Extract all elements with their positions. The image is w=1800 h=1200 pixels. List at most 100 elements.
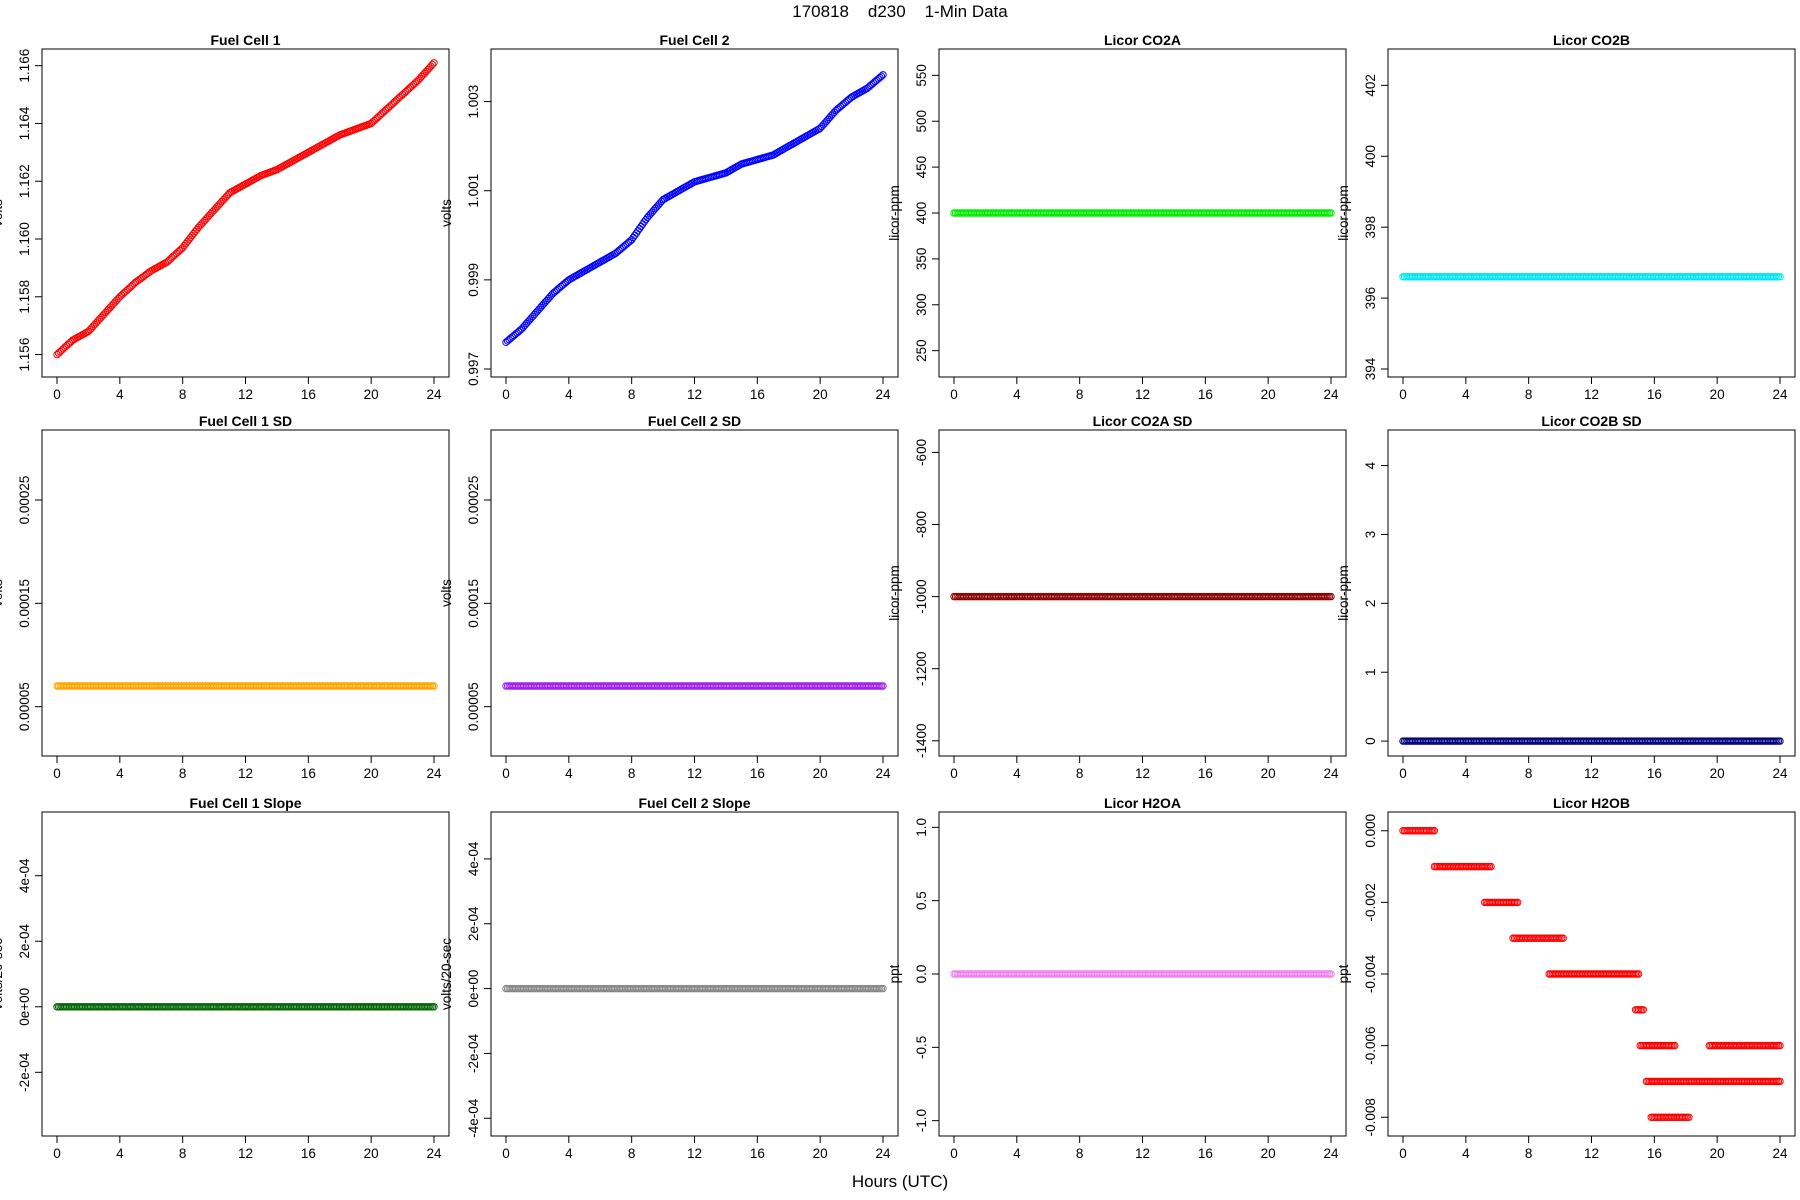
panel-8-ytick-label: 4 [1363,461,1378,469]
panel-7-xtick-label: 4 [1013,766,1021,781]
data-point [1327,970,1335,978]
panel-3-ytick-label: 350 [914,248,929,271]
panel-10-xtick-label: 0 [502,1146,510,1161]
panel-12-xtick-label: 20 [1710,1146,1725,1161]
panel-5-xtick-label: 12 [238,766,253,781]
panel-4-xtick-label: 8 [1525,387,1533,402]
panel-7-ytick-label: -1400 [914,724,929,759]
panel-8-xtick-label: 0 [1399,766,1407,781]
panel-7-ylabel: licor-ppm [887,565,902,621]
panel-3-ytick-label: 400 [914,202,929,225]
panel-12-series-6 [1631,1006,1648,1014]
panel-1-ytick-label: 1.156 [17,338,32,372]
panel-2-ylabel: volts [439,199,454,227]
panel-6: Fuel Cell 2 SD volts 0 4 8 12 16 20 24 0.00005 0.0… [439,413,899,781]
panel-1-xtick-label: 4 [116,387,124,402]
panel-12-xtick-label: 0 [1399,1146,1407,1161]
panel-6-ytick-label: 0.00015 [466,579,481,628]
panel-4-ytick-label: 396 [1363,287,1378,310]
panel-11-ytick-label: 1.0 [914,818,929,837]
panel-6-xtick-label: 16 [750,766,765,781]
panel-8-title: Licor CO2B SD [1541,413,1641,429]
panel-10-xtick-label: 24 [875,1146,891,1161]
panel-7-series-1 [950,592,1335,601]
panel-11-title: Licor H2OA [1104,795,1181,811]
panel-3-ytick-label: 550 [914,64,929,87]
panel-8-xtick-label: 12 [1584,766,1599,781]
panel-8-ytick-label: 3 [1363,531,1378,539]
data-point [1776,273,1784,281]
panel-6-ytick-label: 0.00025 [466,476,481,525]
panel-2-xtick-label: 12 [687,387,702,402]
panel-11-xtick-label: 20 [1261,1146,1276,1161]
panel-11-xtick-label: 4 [1013,1146,1021,1161]
panel-3-series-1 [950,209,1335,217]
panel-8-ytick-label: 1 [1363,668,1378,676]
panel-1-xtick-label: 8 [179,387,187,402]
panel-12: Licor H2OB ppt 0 4 8 12 16 20 24 -0.008 -0.006 -0.0… [1336,795,1796,1161]
panel-3: Licor CO2A licor-ppm 0 4 8 12 16 20 24 250 300 350 4… [887,32,1347,402]
panel-8-xtick-label: 16 [1647,766,1662,781]
panel-6-xtick-label: 12 [687,766,702,781]
panel-1-series-1 [53,59,438,359]
panel-11-xtick-label: 0 [950,1146,958,1161]
panel-12-title: Licor H2OB [1553,795,1630,811]
panel-1-ytick-label: 1.158 [17,280,32,314]
panel-1: Fuel Cell 1 volts 0 4 8 12 16 20 24 1.156 1.158 1.1… [0,32,450,402]
panel-7-xtick-label: 16 [1198,766,1213,781]
panel-7-xtick-label: 20 [1261,766,1276,781]
panel-3-ytick-label: 300 [914,293,929,316]
panel-11-xtick-label: 24 [1323,1146,1339,1161]
panel-8-xtick-label: 8 [1525,766,1533,781]
panel-5-title: Fuel Cell 1 SD [199,413,292,429]
panel-1-frame [41,48,450,378]
panel-12-series-7 [1636,1041,1679,1050]
panel-12-ytick-label: -0.004 [1363,954,1378,993]
panel-1-ylabel: volts [0,199,5,227]
panel-10-title: Fuel Cell 2 Slope [638,795,750,811]
data-point [428,60,437,69]
panel-8-xtick-label: 24 [1772,766,1788,781]
panel-3-xtick-label: 20 [1261,387,1276,402]
panel-10-xtick-label: 12 [687,1146,702,1161]
panel-1-ytick-label: 1.164 [17,106,32,140]
panel-5-xtick-label: 4 [116,766,124,781]
panel-1-xtick-label: 16 [301,387,316,402]
panel-10-series-1 [502,984,887,993]
panel-12-ylabel: ppt [1336,964,1351,983]
panel-6-frame [490,429,899,757]
panel-10-ytick-label: 2e-04 [466,906,481,941]
panel-1-xtick-label: 0 [53,387,61,402]
panel-4-xtick-label: 12 [1584,387,1599,402]
panel-3-xtick-label: 0 [950,387,958,402]
panel-5-xtick-label: 20 [364,766,379,781]
panel-11-ytick-label: 0.0 [914,965,929,984]
panel-7-title: Licor CO2A SD [1093,413,1193,429]
data-point [879,71,887,79]
panel-7-ytick-label: -1000 [914,579,929,614]
data-point [1327,592,1335,601]
panel-2-xtick-label: 8 [628,387,636,402]
panel-9-xtick-label: 16 [301,1146,316,1161]
panel-12-frame [1387,811,1796,1137]
panel-11-series-1 [950,970,1335,978]
panel-12-ytick-label: -0.008 [1363,1098,1378,1136]
panel-2-frame [490,48,899,378]
panel-4-xtick-label: 4 [1462,387,1470,402]
data-point [1639,1006,1648,1014]
panel-8-series-1 [1399,737,1784,745]
panel-4-ytick-label: 398 [1363,216,1378,239]
panel-1-xtick-label: 24 [426,387,442,402]
data-point [1776,1041,1784,1050]
data-point [879,984,887,993]
panel-9-xtick-label: 4 [116,1146,124,1161]
panel-3-ylabel: licor-ppm [887,185,902,241]
panel-5-series-1 [53,682,438,690]
panel-9-frame [41,811,450,1137]
panel-4-xtick-label: 24 [1772,387,1788,402]
panel-10-frame [490,811,899,1137]
panel-12-series-5 [1545,970,1643,978]
data-point [1634,970,1643,978]
data-point [877,72,886,80]
panel-12-series-1 [1399,827,1439,835]
